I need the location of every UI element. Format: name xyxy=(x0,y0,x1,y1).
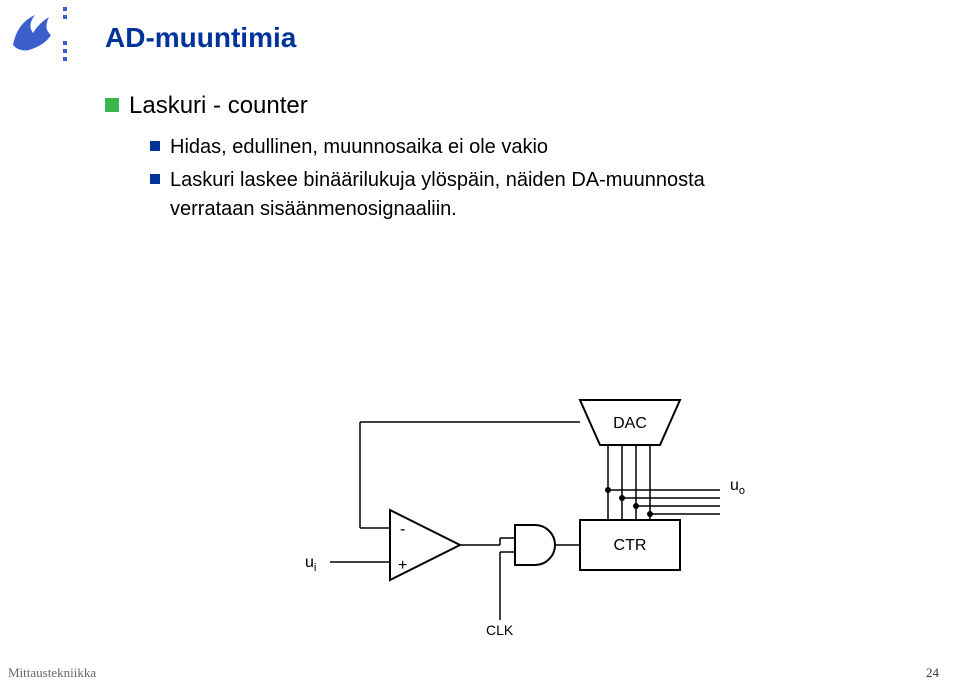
uo-label: uo xyxy=(730,477,745,497)
bullet-level2-b: Laskuri laskee binäärilukuja ylöspäin, n… xyxy=(150,166,705,224)
logo xyxy=(5,5,85,70)
bullet-level2-a: Hidas, edullinen, muunnosaika ei ole vak… xyxy=(150,133,548,162)
and-gate xyxy=(515,525,555,565)
bullet-square-l1 xyxy=(105,98,119,112)
bullet-level1: Laskuri - counter xyxy=(105,92,308,120)
footer-left: Mittaustekniikka xyxy=(8,665,96,681)
logo-flame xyxy=(13,15,51,50)
ui-label: ui xyxy=(305,554,316,574)
clk-label: CLK xyxy=(486,622,514,638)
page-title: AD-muuntimia xyxy=(105,22,296,54)
ctr-label: CTR xyxy=(614,537,647,554)
footer-page-number: 24 xyxy=(926,665,939,681)
dac-label: DAC xyxy=(613,415,647,432)
bullet-square-l2b xyxy=(150,174,160,184)
bullet-square-l2a xyxy=(150,141,160,151)
bullet-l1-text: Laskuri - counter xyxy=(129,92,308,119)
title-text: AD-muuntimia xyxy=(105,22,296,53)
minus-label: - xyxy=(400,521,405,538)
circuit-diagram: DAC CTR uo - + ui xyxy=(300,390,760,645)
plus-label: + xyxy=(398,557,407,574)
logo-dots xyxy=(63,7,67,61)
bullet-l2b-line2: verrataan sisäänmenosignaaliin. xyxy=(170,198,457,220)
bullet-l2b-line1: Laskuri laskee binäärilukuja ylöspäin, n… xyxy=(170,169,705,191)
bullet-l2a-text: Hidas, edullinen, muunnosaika ei ole vak… xyxy=(170,136,548,158)
